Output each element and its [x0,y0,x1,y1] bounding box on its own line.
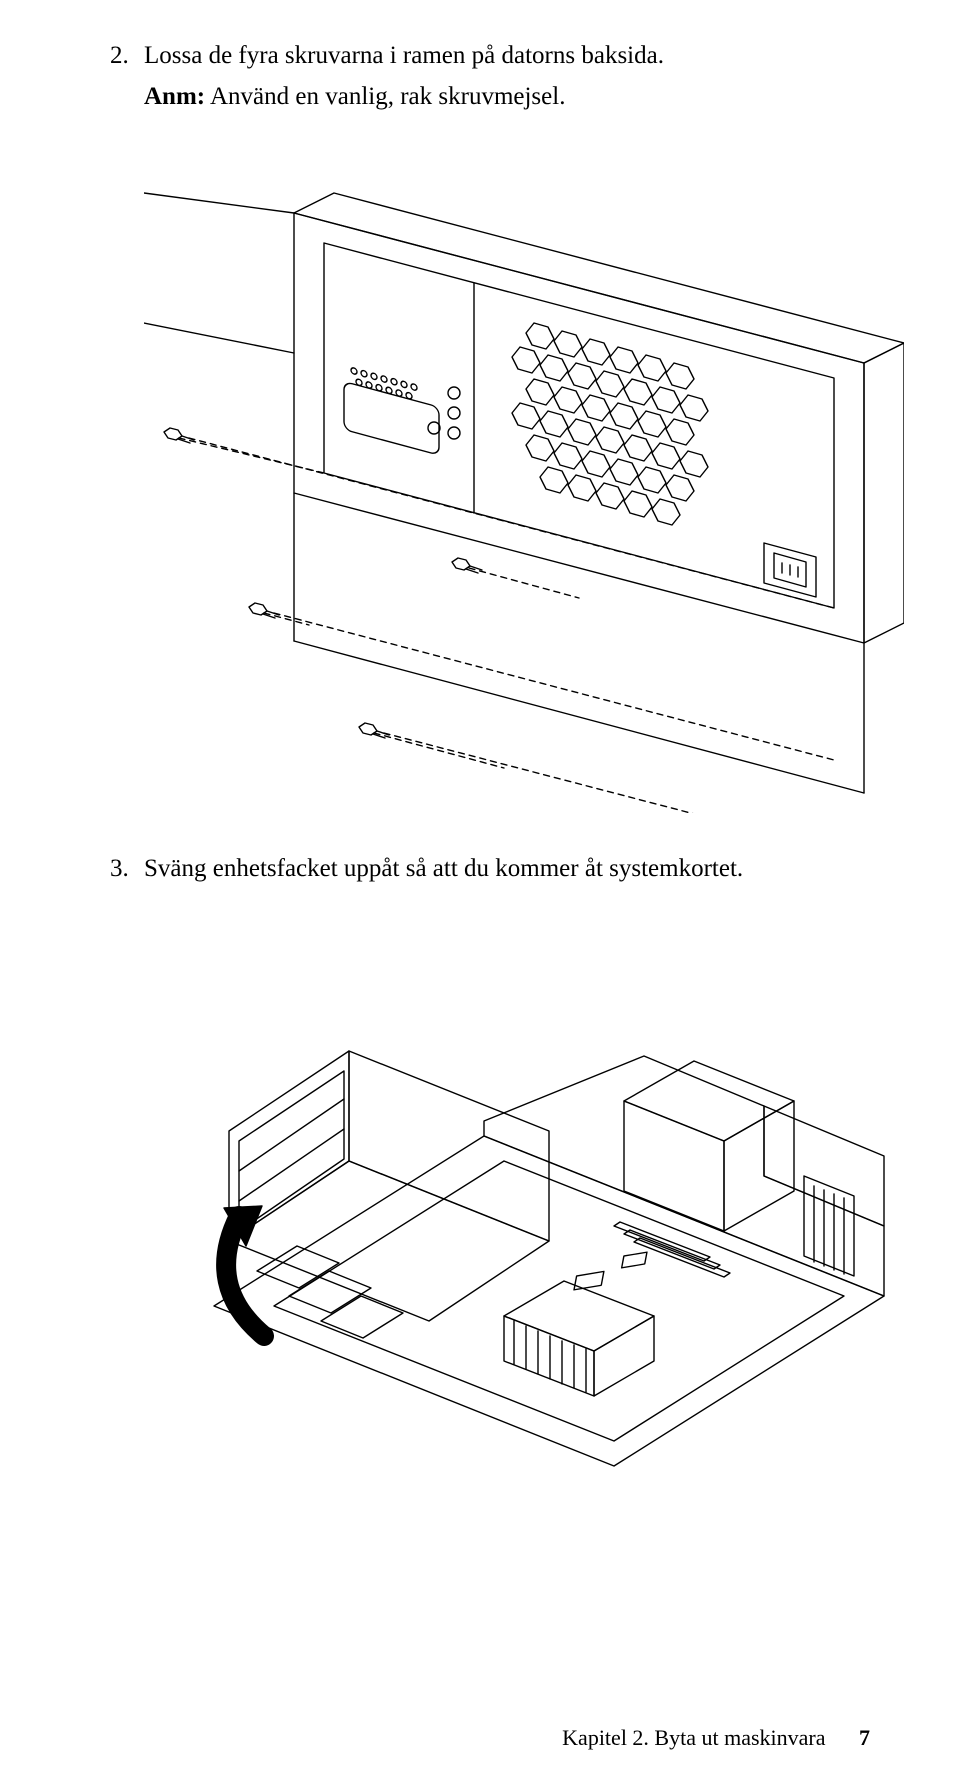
page-footer: Kapitel 2. Byta ut maskinvara 7 [562,1725,870,1751]
step-2: 2. Lossa de fyra skruvarna i ramen på da… [110,40,870,73]
footer-chapter: Kapitel 2. Byta ut maskinvara [562,1725,825,1750]
step-2-number: 2. [110,40,144,73]
note-label: Anm: [144,83,205,110]
note-text: Använd en vanlig, rak skruvmejsel. [205,83,565,110]
figure-rear-screws [144,153,904,813]
step-3: 3. Sväng enhetsfacket uppåt så att du ko… [110,853,870,886]
step-3-text: Sväng enhetsfacket uppåt så att du komme… [144,853,743,886]
note: Anm: Använd en vanlig, rak skruvmejsel. [144,81,870,114]
page: 2. Lossa de fyra skruvarna i ramen på da… [0,0,960,1791]
step-3-number: 3. [110,853,144,886]
step-2-text: Lossa de fyra skruvarna i ramen på dator… [144,40,664,73]
figure-drive-cage [144,926,904,1516]
footer-page-number: 7 [859,1725,870,1750]
